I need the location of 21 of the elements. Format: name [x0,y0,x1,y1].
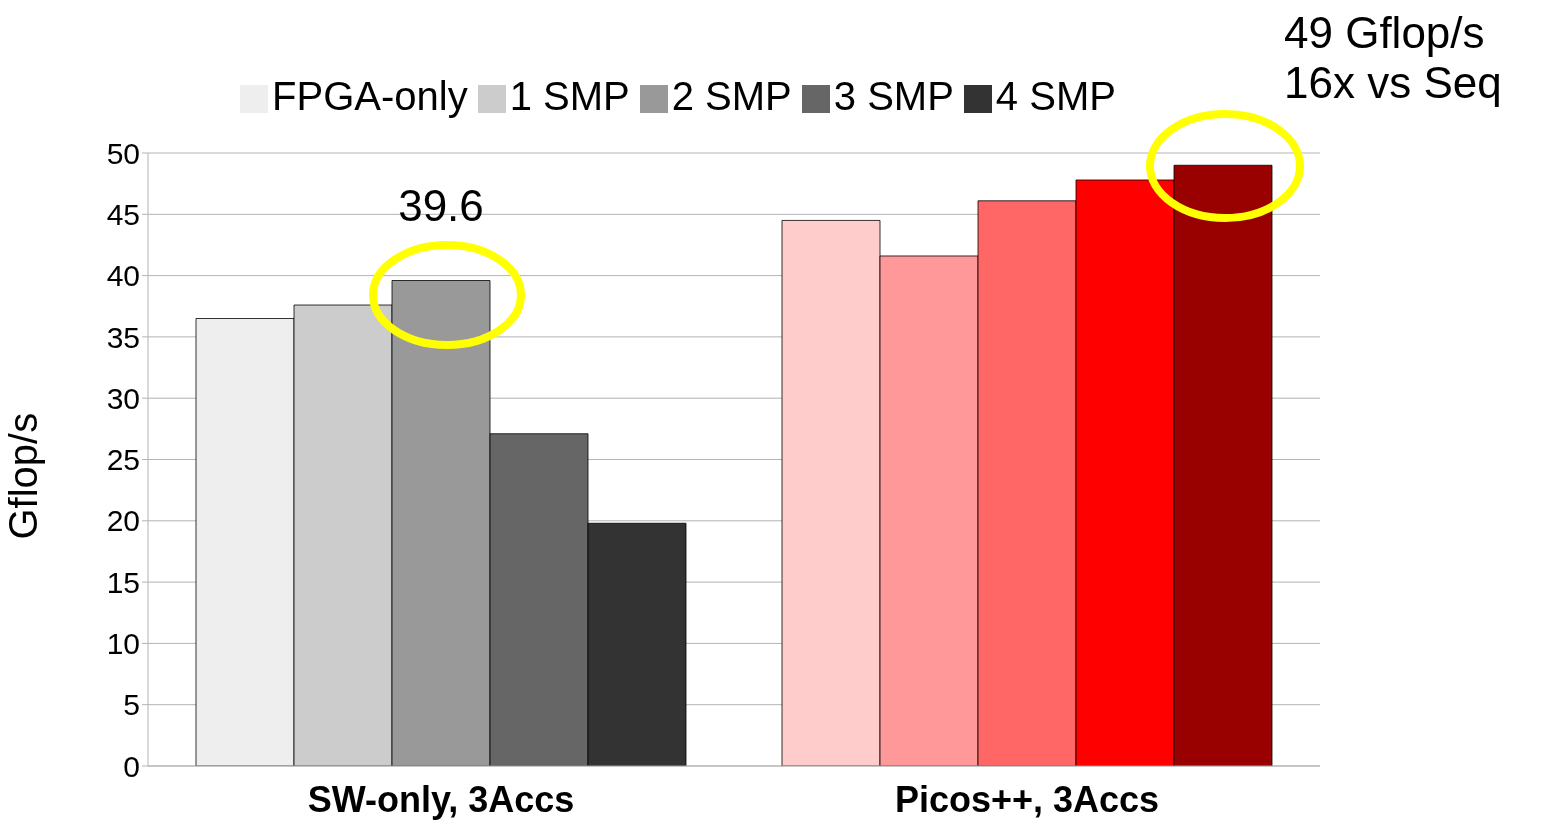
y-tick-label: 5 [123,688,140,722]
y-tick-label: 50 [106,136,140,170]
y-tick-label: 40 [106,259,140,293]
legend-label: FPGA-only [272,74,468,118]
y-axis-title: Gflop/s [1,412,46,540]
data-label: 39.6 [398,180,484,230]
y-tick-label: 45 [106,197,140,231]
y-tick-label: 30 [106,381,140,415]
text: 49 Gflop/s 16x vs Seq [1284,8,1502,108]
x-tick-label: SW-only, 3Accs [307,778,575,820]
y-tick-label: 15 [106,565,140,599]
x-tick-label: Picos++, 3Accs [894,778,1160,820]
y-tick-label: 10 [106,627,140,661]
y-tick-label: 0 [123,749,140,783]
legend-label: 2 SMP [671,74,792,118]
y-tick-label: 25 [106,443,140,477]
legend-label: 1 SMP [509,74,630,118]
y-tick-label: 35 [106,320,140,354]
legend-label: 3 SMP [833,74,954,118]
legend-label: 4 SMP [995,74,1116,118]
y-tick-label: 20 [106,504,140,538]
